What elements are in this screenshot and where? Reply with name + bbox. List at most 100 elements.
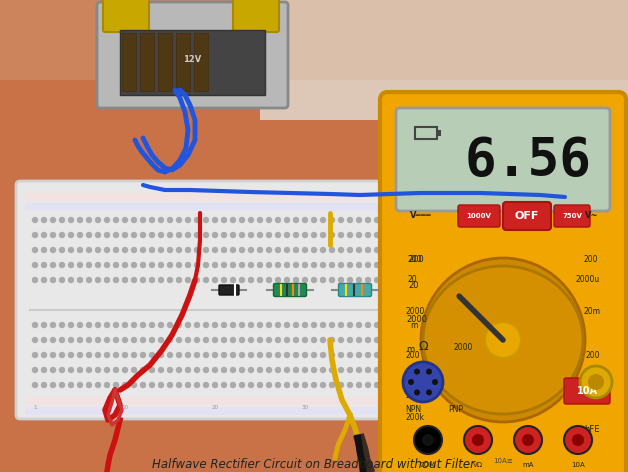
- Circle shape: [563, 368, 568, 372]
- Circle shape: [68, 262, 73, 268]
- Circle shape: [149, 368, 154, 372]
- Circle shape: [330, 247, 335, 253]
- Circle shape: [492, 278, 497, 283]
- Circle shape: [528, 262, 533, 268]
- Circle shape: [438, 322, 443, 328]
- Circle shape: [303, 368, 308, 372]
- Circle shape: [357, 337, 362, 343]
- Bar: [415, 127, 437, 139]
- Circle shape: [149, 382, 154, 388]
- Circle shape: [482, 337, 487, 343]
- Bar: [120, 30, 265, 95]
- Circle shape: [257, 218, 263, 222]
- Circle shape: [249, 247, 254, 253]
- Circle shape: [338, 278, 344, 283]
- Circle shape: [428, 382, 433, 388]
- Circle shape: [95, 233, 100, 237]
- Circle shape: [528, 337, 533, 343]
- FancyBboxPatch shape: [564, 378, 610, 404]
- Circle shape: [257, 233, 263, 237]
- Circle shape: [528, 382, 533, 388]
- Circle shape: [311, 247, 317, 253]
- Circle shape: [447, 353, 452, 357]
- Circle shape: [176, 337, 181, 343]
- Circle shape: [104, 262, 109, 268]
- Circle shape: [203, 262, 208, 268]
- Circle shape: [338, 368, 344, 372]
- Circle shape: [438, 218, 443, 222]
- Circle shape: [114, 262, 119, 268]
- Circle shape: [68, 322, 73, 328]
- Circle shape: [347, 337, 352, 343]
- Circle shape: [293, 262, 298, 268]
- Circle shape: [465, 368, 470, 372]
- Circle shape: [158, 322, 163, 328]
- Text: mA: mA: [522, 462, 534, 468]
- Circle shape: [276, 262, 281, 268]
- Circle shape: [131, 353, 136, 357]
- Circle shape: [492, 322, 497, 328]
- Circle shape: [546, 247, 551, 253]
- Circle shape: [528, 218, 533, 222]
- Circle shape: [50, 353, 55, 357]
- Circle shape: [392, 278, 398, 283]
- Circle shape: [33, 262, 38, 268]
- Circle shape: [438, 353, 443, 357]
- Circle shape: [546, 218, 551, 222]
- Circle shape: [95, 247, 100, 253]
- Circle shape: [392, 262, 398, 268]
- Circle shape: [276, 247, 281, 253]
- Circle shape: [519, 278, 524, 283]
- Circle shape: [384, 382, 389, 388]
- Circle shape: [149, 262, 154, 268]
- Bar: [194, 33, 208, 91]
- Circle shape: [50, 247, 55, 253]
- Circle shape: [266, 247, 271, 253]
- Circle shape: [573, 368, 578, 372]
- Circle shape: [131, 337, 136, 343]
- Circle shape: [509, 368, 514, 372]
- Circle shape: [474, 262, 479, 268]
- Circle shape: [411, 218, 416, 222]
- Bar: [122, 33, 136, 91]
- Circle shape: [195, 353, 200, 357]
- Circle shape: [114, 278, 119, 283]
- Circle shape: [401, 353, 406, 357]
- Circle shape: [104, 382, 109, 388]
- Circle shape: [239, 278, 244, 283]
- Circle shape: [41, 218, 46, 222]
- Circle shape: [230, 353, 236, 357]
- Circle shape: [185, 218, 190, 222]
- Circle shape: [320, 322, 325, 328]
- Circle shape: [303, 278, 308, 283]
- Circle shape: [330, 353, 335, 357]
- Circle shape: [276, 218, 281, 222]
- Circle shape: [41, 247, 46, 253]
- Circle shape: [131, 278, 136, 283]
- FancyBboxPatch shape: [274, 284, 306, 296]
- Circle shape: [482, 382, 487, 388]
- Circle shape: [203, 353, 208, 357]
- Circle shape: [87, 322, 92, 328]
- Text: 750V: 750V: [562, 213, 582, 219]
- Circle shape: [447, 278, 452, 283]
- Circle shape: [131, 382, 136, 388]
- Circle shape: [474, 337, 479, 343]
- Circle shape: [374, 337, 379, 343]
- Text: V~: V~: [585, 211, 598, 219]
- Circle shape: [249, 233, 254, 237]
- Circle shape: [195, 247, 200, 253]
- Circle shape: [573, 247, 578, 253]
- Circle shape: [588, 374, 604, 390]
- Circle shape: [60, 218, 65, 222]
- Circle shape: [392, 353, 398, 357]
- Circle shape: [41, 353, 46, 357]
- Text: 10A: 10A: [577, 386, 597, 396]
- Circle shape: [249, 218, 254, 222]
- Circle shape: [447, 247, 452, 253]
- Circle shape: [330, 382, 335, 388]
- Circle shape: [68, 337, 73, 343]
- Circle shape: [465, 218, 470, 222]
- Circle shape: [428, 322, 433, 328]
- Circle shape: [239, 247, 244, 253]
